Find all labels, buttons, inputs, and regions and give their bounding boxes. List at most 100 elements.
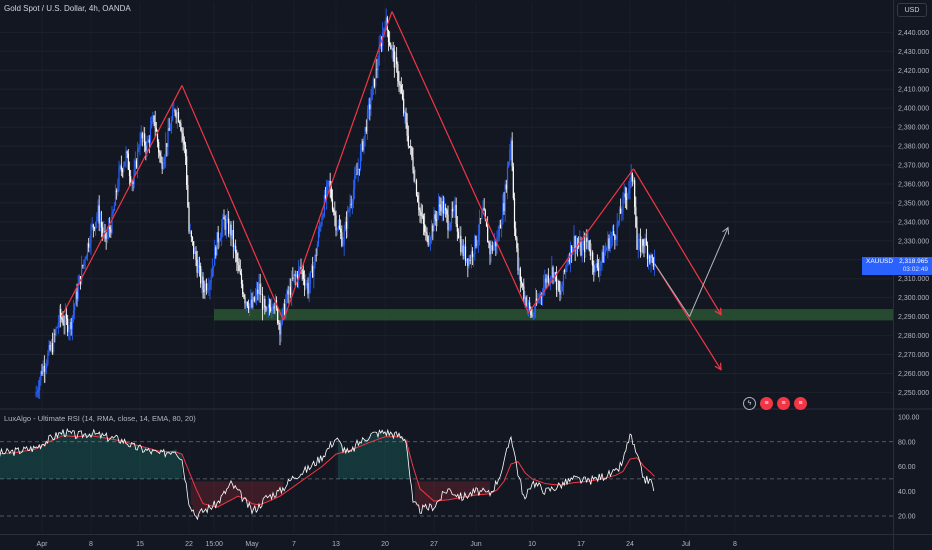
overbought-fill <box>49 439 51 479</box>
candle-up <box>621 211 623 214</box>
overbought-fill <box>399 435 401 479</box>
overbought-fill <box>381 432 384 479</box>
candle-down <box>182 133 184 141</box>
candle-up <box>209 283 211 289</box>
candle-down <box>418 201 420 210</box>
currency-button[interactable]: USD <box>897 3 927 17</box>
candle-up <box>211 267 213 277</box>
candle-up <box>615 239 617 241</box>
candle-up <box>448 228 450 231</box>
overbought-fill <box>383 432 386 479</box>
candle-down <box>148 139 150 143</box>
time-tick-label: 15 <box>136 541 144 548</box>
oversold-fill <box>479 481 482 495</box>
candle-up <box>474 235 476 255</box>
candle-up <box>81 265 83 284</box>
overbought-fill <box>386 432 389 479</box>
candle-down <box>196 259 198 273</box>
candle-down <box>188 206 190 232</box>
overbought-fill <box>379 432 382 479</box>
candle-down <box>93 227 96 229</box>
candle-down <box>516 237 518 249</box>
us-flag-icon[interactable]: ≡ <box>794 397 807 410</box>
candle-down <box>511 140 513 167</box>
candle-up <box>347 210 349 229</box>
candle-down <box>289 286 292 296</box>
candle-up <box>623 193 625 196</box>
candle-down <box>105 232 107 239</box>
candle-up <box>78 276 80 285</box>
candle-down <box>270 307 272 311</box>
candle-down <box>517 248 519 271</box>
candle-down <box>571 245 573 255</box>
overbought-fill <box>105 436 107 479</box>
overbought-fill <box>17 451 20 479</box>
candle-down <box>460 235 462 253</box>
candle-up <box>222 217 224 228</box>
candle-up <box>603 252 605 263</box>
candle-down <box>264 298 266 308</box>
candle-down <box>646 245 649 259</box>
candle-up <box>342 244 344 246</box>
candle-down <box>166 143 168 148</box>
candle-up <box>320 224 322 228</box>
overbought-fill <box>96 434 99 479</box>
candle-down <box>475 235 477 247</box>
overbought-fill <box>92 433 95 479</box>
candle-up <box>146 141 148 151</box>
price-tick-label: 2,430.000 <box>898 49 929 56</box>
candle-up <box>492 245 495 251</box>
candle-down <box>596 263 598 268</box>
candle-down <box>132 181 134 185</box>
candle-down <box>519 268 521 282</box>
pattern-arrowhead <box>714 362 722 371</box>
price-tick-label: 2,390.000 <box>898 125 929 132</box>
candle-down <box>98 205 100 224</box>
candle-down <box>649 255 651 263</box>
candle-up <box>252 296 254 308</box>
candle-down <box>369 104 371 110</box>
overbought-fill <box>40 444 43 479</box>
candle-down <box>608 238 610 249</box>
candle-down <box>235 245 237 254</box>
overbought-fill <box>52 437 55 479</box>
candle-up <box>653 256 656 267</box>
oversold-fill <box>227 481 230 502</box>
oversold-fill <box>481 481 484 495</box>
candle-down <box>484 210 486 220</box>
candle-up <box>139 142 141 149</box>
overbought-fill <box>154 449 156 479</box>
candle-down <box>154 122 156 129</box>
candle-down <box>145 145 147 151</box>
us-flag-icon[interactable]: ≡ <box>760 397 773 410</box>
oversold-fill <box>274 481 277 499</box>
candle-down <box>180 123 182 131</box>
candle-up <box>364 126 366 137</box>
rsi-axis[interactable]: 20.00 40.00 60.00 80.00 100.00 <box>898 415 920 521</box>
overbought-fill <box>138 445 141 479</box>
overbought-fill <box>68 433 71 479</box>
oversold-fill <box>255 481 258 509</box>
candle-up <box>55 328 57 334</box>
overbought-fill <box>28 449 30 479</box>
candle-down <box>135 160 138 168</box>
lightning-icon[interactable]: ϟ <box>743 397 756 410</box>
candle-down <box>597 267 600 271</box>
candle-down <box>228 218 230 234</box>
candle-up <box>298 268 300 281</box>
oversold-fill <box>416 481 419 507</box>
candle-down <box>432 225 434 232</box>
candle-down <box>350 204 352 205</box>
candle-down <box>564 270 566 272</box>
time-tick-label: Jul <box>682 541 691 548</box>
price-tick-label: 2,370.000 <box>898 163 929 170</box>
price-axis[interactable]: 2,250.000 2,260.000 2,270.000 2,280.000 2,29… <box>893 0 930 550</box>
oversold-fill <box>211 481 214 507</box>
candle-down <box>184 144 187 157</box>
candle-down <box>445 207 447 211</box>
us-flag-icon[interactable]: ≡ <box>777 397 790 410</box>
overbought-fill <box>143 447 146 479</box>
candle-up <box>594 264 596 273</box>
